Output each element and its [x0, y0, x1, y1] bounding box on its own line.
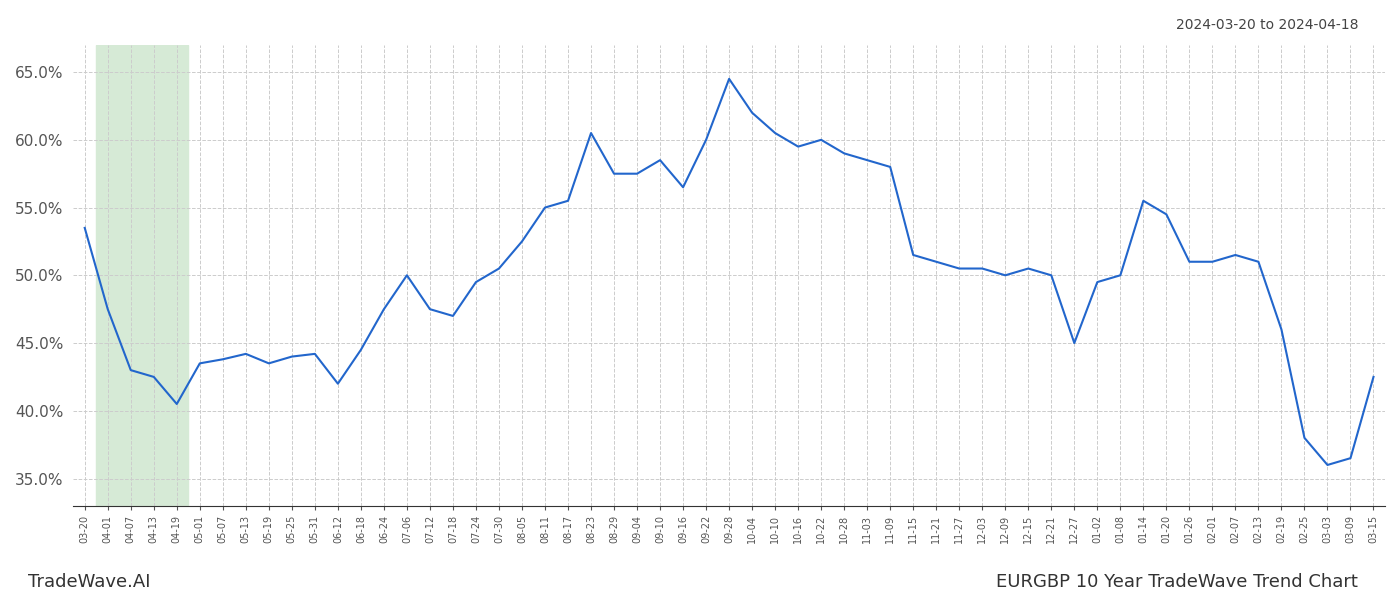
Text: 2024-03-20 to 2024-04-18: 2024-03-20 to 2024-04-18	[1176, 18, 1358, 32]
Text: TradeWave.AI: TradeWave.AI	[28, 573, 151, 591]
Bar	[97, 45, 188, 506]
Text: EURGBP 10 Year TradeWave Trend Chart: EURGBP 10 Year TradeWave Trend Chart	[997, 573, 1358, 591]
